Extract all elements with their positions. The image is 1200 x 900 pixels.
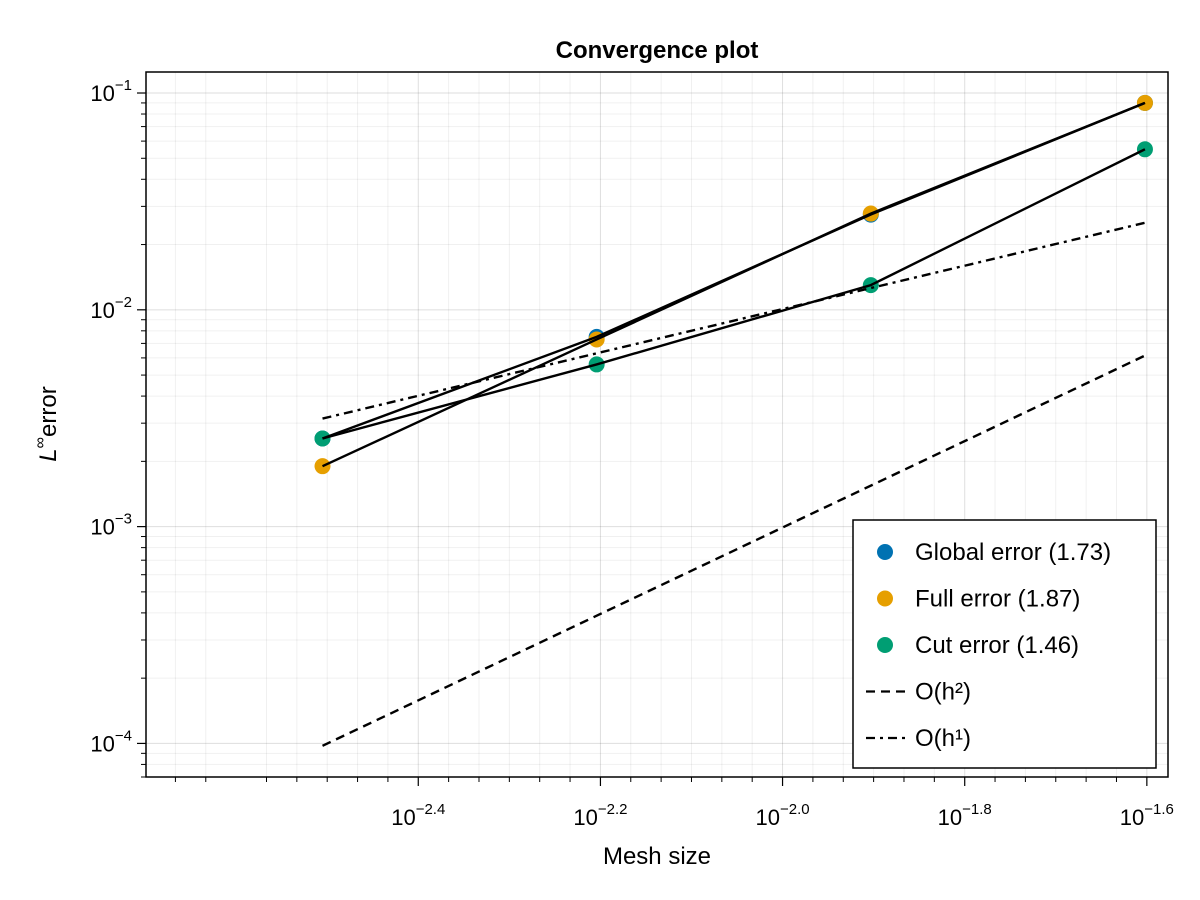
x-tick-label: 10−2.2 <box>573 801 627 830</box>
data-point <box>1136 94 1153 111</box>
legend-label: Cut error (1.46) <box>915 632 1079 659</box>
reference-line <box>321 354 1146 747</box>
y-axis-label-rest: error <box>35 386 62 437</box>
legend-label: Full error (1.87) <box>915 586 1080 613</box>
plot-area-frame <box>145 71 1169 778</box>
x-axis-label: Mesh size <box>603 843 711 870</box>
series-line <box>322 148 1146 440</box>
y-tick-label: 10−2 <box>90 294 132 323</box>
y-tick-label: 10−3 <box>90 511 132 540</box>
legend-box <box>852 519 1157 769</box>
legend-marker <box>877 544 893 560</box>
y-axis-label: L∞error <box>32 386 62 461</box>
x-tick-label: 10−2.4 <box>391 801 445 830</box>
x-tick-label: 10−1.8 <box>938 801 992 830</box>
legend-label: Global error (1.73) <box>915 539 1111 566</box>
legend-label: O(h²) <box>915 679 971 706</box>
x-tick-label: 10−2.0 <box>755 801 809 830</box>
y-axis-label-sup: ∞ <box>32 437 49 448</box>
svg-text:L∞error: L∞error <box>32 386 62 461</box>
series-line <box>322 101 1146 468</box>
legend-marker <box>877 637 893 653</box>
legend-label: O(h¹) <box>915 725 971 752</box>
chart-title: Convergence plot <box>556 37 759 64</box>
y-tick-label: 10−1 <box>90 77 132 106</box>
data-point <box>1136 141 1153 158</box>
y-tick-label: 10−4 <box>90 727 132 756</box>
legend: Global error (1.73) Full error (1.87) Cut … <box>852 519 1157 769</box>
reference-line <box>322 221 1146 420</box>
x-tick-label: 10−1.6 <box>1120 801 1174 830</box>
y-axis-label-base: L <box>35 448 62 461</box>
legend-marker <box>877 590 893 607</box>
